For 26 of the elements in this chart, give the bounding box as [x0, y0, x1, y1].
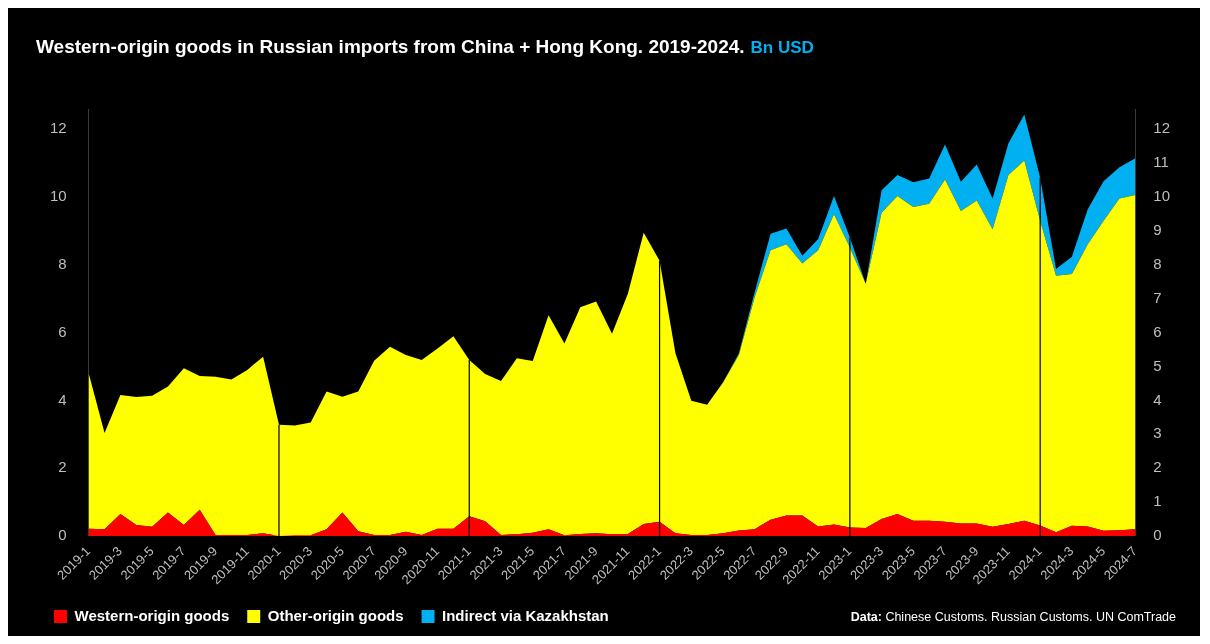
y2-tick-label: 0	[1153, 526, 1162, 544]
chart-subtitle: Bn USD	[750, 38, 814, 57]
legend-label: Indirect via Kazakhstan	[442, 606, 609, 624]
y2-tick-label: 4	[1153, 390, 1162, 408]
y2-tick-label: 12	[1153, 119, 1170, 137]
y2-tick-label: 9	[1153, 221, 1162, 239]
chart-title: Western-origin goods in Russian imports from China + Hong Kong. 2019-2024.	[36, 36, 745, 57]
y2-tick-label: 10	[1153, 187, 1170, 205]
text: Data: Chinese Customs. Russian Customs. UN ComTrade	[850, 610, 1176, 624]
y2-tick-label: 11	[1153, 153, 1169, 171]
y-tick-label: 12	[50, 119, 67, 137]
y2-tick-label: 8	[1153, 255, 1162, 272]
y2-tick-label: 2	[1153, 458, 1162, 476]
y2-tick-label: 7	[1153, 288, 1162, 306]
y-tick-label: 8	[58, 255, 67, 272]
y-tick-label: 6	[58, 322, 67, 340]
y-tick-label: 2	[58, 458, 67, 476]
y2-tick-label: 1	[1153, 492, 1162, 510]
y2-tick-label: 3	[1153, 424, 1162, 442]
legend-label: Western-origin goods	[74, 606, 230, 624]
y2-tick-label: 6	[1153, 322, 1162, 340]
y-tick-label: 0	[58, 526, 67, 544]
legend-label: Other-origin goods	[267, 606, 404, 624]
y-tick-label: 4	[58, 390, 67, 408]
y2-tick-label: 5	[1153, 356, 1162, 374]
y-tick-label: 10	[50, 187, 67, 205]
